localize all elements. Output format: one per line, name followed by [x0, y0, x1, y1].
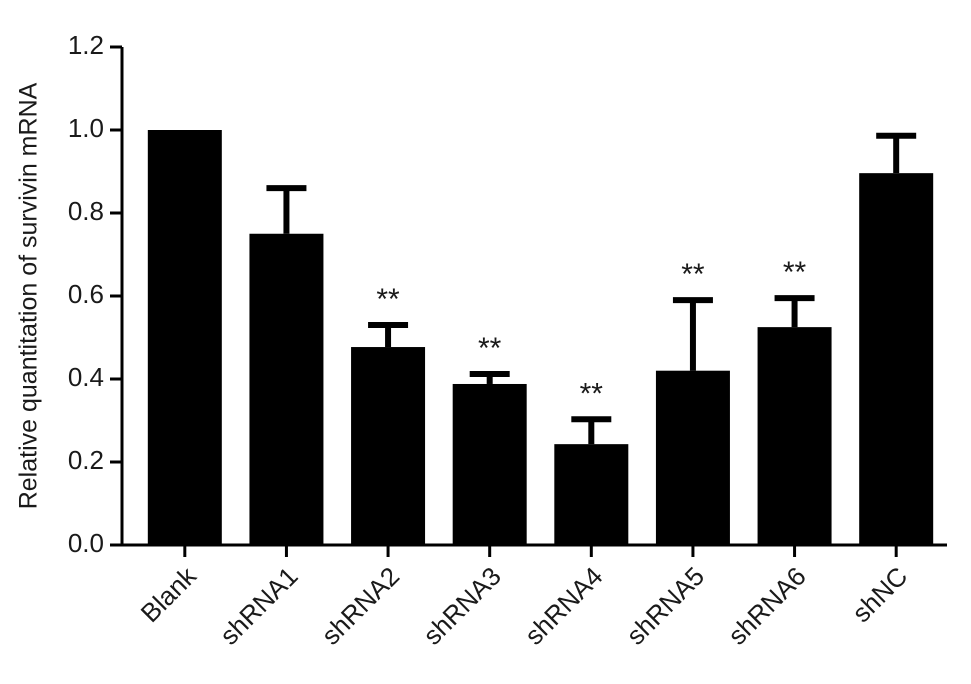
significance-label: **	[783, 256, 807, 289]
bar	[147, 130, 222, 545]
bar	[655, 370, 730, 545]
y-tick-label: 0.8	[68, 196, 104, 226]
y-tick-label: 0.2	[68, 445, 104, 475]
bar	[249, 233, 324, 545]
significance-label: **	[580, 377, 604, 410]
y-tick-label: 1.2	[68, 30, 104, 60]
bar	[757, 327, 832, 545]
significance-label: **	[681, 258, 705, 291]
x-tick-label: shRNA5	[620, 561, 710, 651]
y-axis-label: Relative quantitation of survivin mRNA	[15, 82, 43, 509]
y-tick-label: 0.6	[68, 279, 104, 309]
y-tick-label: 1.0	[68, 113, 104, 143]
bar	[452, 383, 527, 545]
significance-label: **	[376, 283, 400, 316]
x-tick-label: shRNA6	[722, 561, 812, 651]
significance-label: **	[478, 332, 502, 365]
x-tick-label: shRNA3	[417, 561, 507, 651]
x-tick-label: Blank	[135, 560, 203, 628]
bar	[351, 347, 426, 545]
y-tick-label: 0.4	[68, 362, 104, 392]
x-tick-label: shRNA4	[519, 561, 609, 651]
bar	[859, 173, 934, 545]
bar	[554, 444, 629, 545]
y-tick-label: 0.0	[68, 528, 104, 558]
x-tick-label: shNC	[846, 561, 913, 628]
x-tick-label: shRNA2	[315, 561, 405, 651]
x-tick-label: shRNA1	[214, 561, 304, 651]
